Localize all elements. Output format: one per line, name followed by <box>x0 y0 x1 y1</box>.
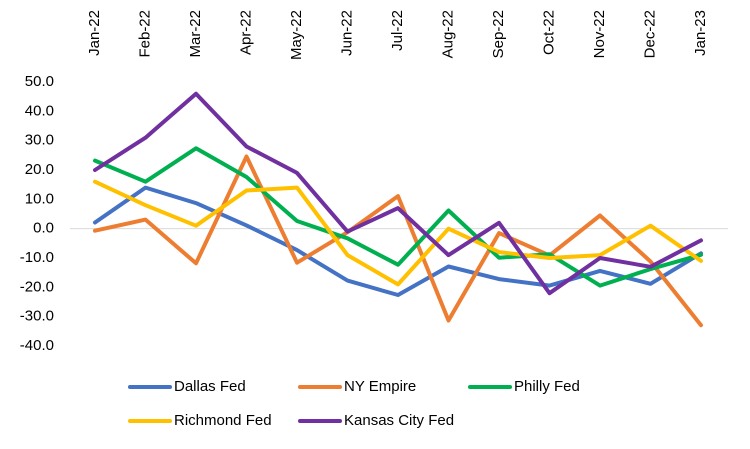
legend-label: Dallas Fed <box>174 378 246 395</box>
legend-label: Philly Fed <box>514 378 580 395</box>
legend-item: NY Empire <box>298 378 416 395</box>
x-tick-label: Oct-22 <box>540 10 557 55</box>
legend-label: Kansas City Fed <box>344 412 454 429</box>
series-line-richmond-fed <box>93 179 703 287</box>
x-tick-label: Aug-22 <box>439 10 456 58</box>
y-axis-tick-labels: 50.0 40.0 30.0 20.0 10.0 0.0 -10.0 -20.0 -30.0 -4… <box>20 73 54 354</box>
series-layer <box>93 91 703 328</box>
y-tick-label: -20.0 <box>20 278 54 295</box>
x-tick-label: May-22 <box>288 10 305 60</box>
y-tick-label: -40.0 <box>20 337 54 354</box>
x-tick-label: Feb-22 <box>136 10 153 58</box>
x-tick-label: Mar-22 <box>187 10 204 58</box>
y-tick-label: 40.0 <box>25 102 54 119</box>
y-tick-label: 30.0 <box>25 132 54 149</box>
x-tick-label: Apr-22 <box>237 10 254 55</box>
y-tick-label: 50.0 <box>25 73 54 90</box>
y-tick-label: 10.0 <box>25 190 54 207</box>
legend-item: Richmond Fed <box>128 412 272 429</box>
x-tick-label: Jun-22 <box>338 10 355 56</box>
series-line-kansas-city-fed <box>93 91 703 296</box>
series-line-ny-empire <box>93 154 703 328</box>
y-tick-label: 0.0 <box>33 220 54 237</box>
legend-label: Richmond Fed <box>174 412 272 429</box>
x-tick-label: Jan-23 <box>692 10 709 56</box>
x-tick-label: Nov-22 <box>591 10 608 58</box>
x-tick-label: Sep-22 <box>490 10 507 58</box>
legend-item: Philly Fed <box>468 378 580 395</box>
series-line-dallas-fed <box>93 185 703 297</box>
y-tick-label: 20.0 <box>25 161 54 178</box>
x-tick-label: Jan-22 <box>86 10 103 56</box>
plot-area <box>70 91 728 328</box>
legend-label: NY Empire <box>344 378 416 395</box>
x-axis-tick-labels: Jan-22 Feb-22 Mar-22 Apr-22 May-22 Jun-22 Jul-… <box>86 10 709 60</box>
series-line-philly-fed <box>93 146 703 288</box>
x-tick-label: Jul-22 <box>389 10 406 51</box>
legend-item: Kansas City Fed <box>298 412 454 429</box>
legend: Dallas Fed NY Empire Philly Fed Richmond Fe… <box>128 378 580 429</box>
x-tick-label: Dec-22 <box>641 10 658 58</box>
y-tick-label: -30.0 <box>20 308 54 325</box>
y-tick-label: -10.0 <box>20 249 54 266</box>
legend-item: Dallas Fed <box>128 378 246 395</box>
